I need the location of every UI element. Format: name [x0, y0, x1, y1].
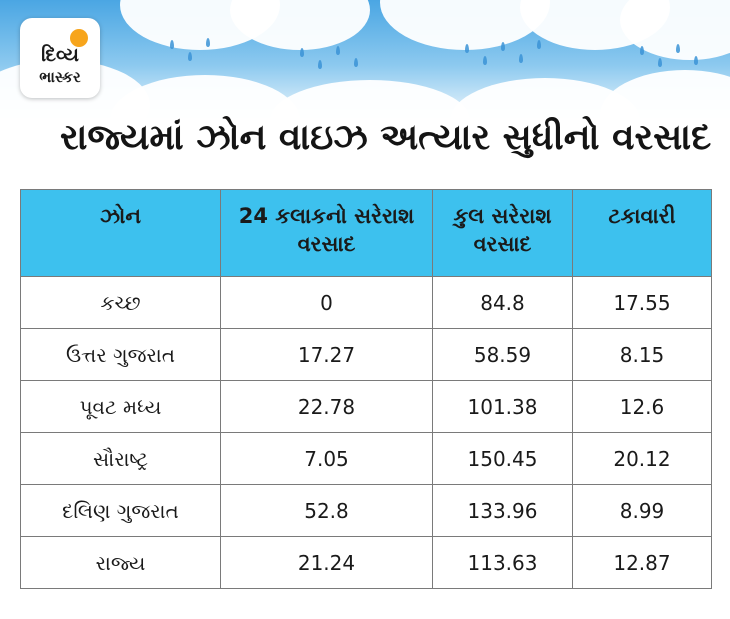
- zone-cell: પૂવટ મધ્ય: [20, 380, 221, 433]
- table-header-row: ઝોન 24 કલાકનો સરેરાશ વરસાદ કુલ સરેરાશ વર…: [20, 189, 712, 277]
- page-title: રાજ્યમાં ઝોન વાઇઝ અત્યાર સુધીનો વરસાદ: [60, 117, 712, 158]
- total-rain-cell: 58.59: [432, 328, 573, 381]
- raindrop-icon: [354, 58, 358, 67]
- raindrop-icon: [336, 46, 340, 55]
- header-zone: ઝોન: [20, 189, 221, 277]
- percentage-cell: 20.12: [572, 432, 712, 485]
- total-rain-cell: 133.96: [432, 484, 573, 537]
- total-rain-cell: 84.8: [432, 276, 573, 329]
- raindrop-icon: [519, 54, 523, 63]
- table-row: કચ્છ 0 84.8 17.55: [20, 276, 712, 329]
- zone-cell: કચ્છ: [20, 276, 221, 329]
- raindrop-icon: [188, 52, 192, 61]
- percentage-cell: 12.87: [572, 536, 712, 589]
- zone-cell: દલિણ ગુજરાત: [20, 484, 221, 537]
- rain-24h-cell: 0: [220, 276, 433, 329]
- header-percentage: ટકાવારી: [572, 189, 712, 277]
- logo-text-line2: ભાસ્કર: [39, 68, 81, 86]
- raindrop-icon: [170, 40, 174, 49]
- percentage-cell: 12.6: [572, 380, 712, 433]
- rain-24h-cell: 52.8: [220, 484, 433, 537]
- rain-24h-cell: 21.24: [220, 536, 433, 589]
- percentage-cell: 8.99: [572, 484, 712, 537]
- sun-icon: [70, 29, 88, 47]
- percentage-cell: 17.55: [572, 276, 712, 329]
- raindrop-icon: [501, 42, 505, 51]
- cloud-shape: [600, 70, 730, 118]
- table-row: રાજ્ય 21.24 113.63 12.87: [20, 536, 712, 589]
- cloud-shape: [230, 0, 370, 50]
- zone-cell: સૌરાષ્ટ્ર: [20, 432, 221, 485]
- logo-text-line1: દિવ્ય: [41, 44, 79, 66]
- rain-24h-cell: 17.27: [220, 328, 433, 381]
- percentage-cell: 8.15: [572, 328, 712, 381]
- raindrop-icon: [537, 40, 541, 49]
- header-total-average-rain: કુલ સરેરાશ વરસાદ: [432, 189, 573, 277]
- divya-bhaskar-logo: દિવ્ય ભાસ્કર: [20, 18, 100, 98]
- raindrop-icon: [465, 44, 469, 53]
- zone-cell: ઉત્તર ગુજરાત: [20, 328, 221, 381]
- table-row: પૂવટ મધ્ય 22.78 101.38 12.6: [20, 380, 712, 433]
- table-row: દલિણ ગુજરાત 52.8 133.96 8.99: [20, 484, 712, 537]
- zone-cell: રાજ્ય: [20, 536, 221, 589]
- raindrop-icon: [318, 60, 322, 69]
- header-24h-average-rain: 24 કલાકનો સરેરાશ વરસાદ: [220, 189, 433, 277]
- raindrop-icon: [640, 46, 644, 55]
- total-rain-cell: 113.63: [432, 536, 573, 589]
- rain-24h-cell: 22.78: [220, 380, 433, 433]
- total-rain-cell: 150.45: [432, 432, 573, 485]
- zone-rainfall-table: ઝોન 24 કલાકનો સરેરાશ વરસાદ કુલ સરેરાશ વર…: [20, 189, 712, 589]
- table-row: ઉત્તર ગુજરાત 17.27 58.59 8.15: [20, 328, 712, 381]
- raindrop-icon: [658, 58, 662, 67]
- rain-clouds-banner: [0, 0, 730, 118]
- raindrop-icon: [694, 56, 698, 65]
- cloud-shape: [620, 0, 730, 60]
- table-row: સૌરાષ્ટ્ર 7.05 150.45 20.12: [20, 432, 712, 485]
- raindrop-icon: [676, 44, 680, 53]
- raindrop-icon: [300, 48, 304, 57]
- raindrop-icon: [483, 56, 487, 65]
- raindrop-icon: [206, 38, 210, 47]
- total-rain-cell: 101.38: [432, 380, 573, 433]
- rain-24h-cell: 7.05: [220, 432, 433, 485]
